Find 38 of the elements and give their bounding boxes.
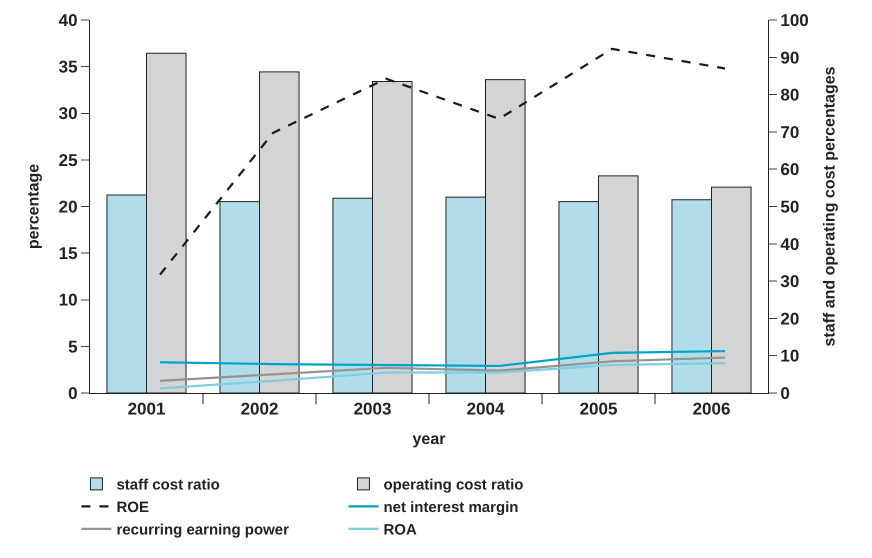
y-tick-label: 30 (58, 104, 78, 124)
legend-label: ROE (116, 499, 149, 516)
y2-tick-label: 80 (780, 86, 800, 105)
y-tick-label: 5 (68, 337, 78, 356)
line-series (158, 356, 726, 382)
y2-tick-label: 90 (780, 48, 800, 68)
line-series (158, 350, 726, 368)
legend-label: operating cost ratio (383, 476, 524, 494)
legend-label: ROA (383, 522, 417, 539)
y-tick-label: 40 (58, 10, 78, 30)
y-tick-label: 20 (58, 197, 78, 216)
y2-tick-label: 0 (780, 384, 790, 403)
y-tick-label: 25 (58, 150, 78, 170)
legend-label: staff cost ratio (116, 476, 220, 494)
y2-tick-label: 20 (780, 309, 800, 328)
y2-tick-label: 50 (780, 197, 800, 216)
y-tick-label: 0 (68, 384, 78, 403)
y2-tick-label: 100 (780, 10, 809, 30)
x-tick-label: 2003 (354, 399, 392, 418)
y-tick-label: 35 (58, 58, 78, 77)
y2-tick-label: 70 (780, 122, 800, 142)
x-axis-title: year (412, 431, 446, 448)
y-tick-label: 10 (58, 290, 78, 310)
y2-tick-label: 10 (780, 346, 800, 366)
legend-label: net interest margin (383, 499, 518, 516)
x-tick-label: 2001 (128, 399, 166, 418)
x-tick-label: 2004 (466, 399, 505, 418)
y-axis-title: percentage (26, 164, 43, 250)
y2-axis-title: staff and operating cost percentages (821, 66, 838, 347)
x-tick-label: 2005 (580, 399, 618, 418)
x-tick-label: 2002 (240, 399, 278, 418)
legend-label: recurring earning power (116, 522, 290, 539)
y-tick-label: 15 (58, 244, 78, 264)
x-tick-label: 2006 (692, 399, 730, 418)
y2-tick-label: 30 (780, 272, 800, 292)
y2-tick-label: 40 (780, 234, 800, 254)
y2-tick-label: 60 (780, 160, 800, 180)
line-series (158, 362, 726, 390)
